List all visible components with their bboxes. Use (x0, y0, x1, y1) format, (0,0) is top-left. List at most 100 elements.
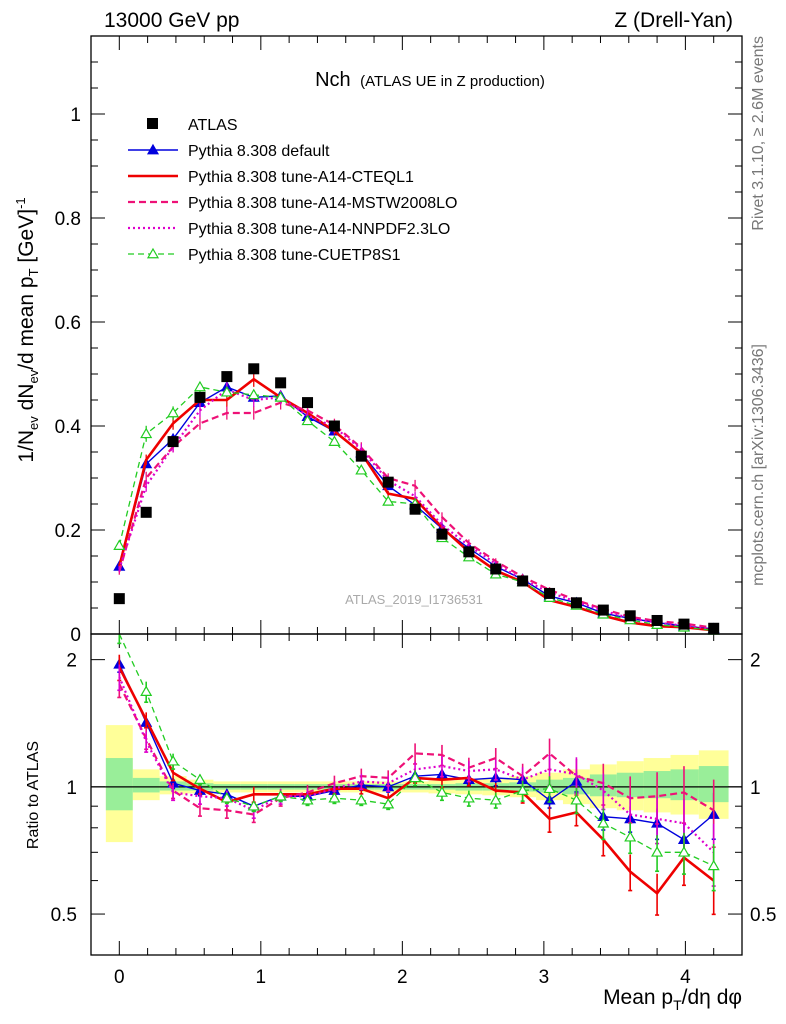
series-4-ratio-point (543, 782, 556, 794)
series-4-ratio-point (677, 846, 691, 857)
ratio-tick-label-left: 2 (66, 651, 77, 672)
series-4-ratio-line (118, 633, 714, 867)
series-4-ratio-point (382, 797, 395, 809)
atlas-data-point (678, 618, 690, 630)
plot-title-main: Nch (315, 69, 351, 91)
y-tick-label: 1 (70, 105, 81, 126)
x-label-c: /dη dφ (682, 986, 742, 1009)
legend-label: Pythia 8.308 default (188, 143, 330, 160)
atlas-data-point (248, 363, 260, 375)
legend-label: Pythia 8.308 tune-A14-MSTW2008LO (188, 195, 457, 212)
watermark: ATLAS_2019_I1736531 (345, 592, 483, 607)
atlas-data-point (490, 563, 502, 575)
y-label-c: dN (15, 384, 38, 417)
x-label-b: T (673, 997, 682, 1013)
series-4-point (355, 463, 368, 475)
legend-label: Pythia 8.308 tune-CUETP8S1 (188, 247, 401, 264)
series-0-ratio-line (118, 664, 715, 841)
x-tick-label: 2 (397, 967, 408, 988)
atlas-data-point (597, 604, 609, 616)
atlas-data-point (355, 450, 367, 462)
x-tick-label: 3 (539, 967, 550, 988)
ratio-tick-label-right: 0.5 (750, 905, 776, 926)
series-4-ratio-point (328, 791, 341, 803)
series-4-ratio-point (193, 773, 207, 785)
series-3-line (118, 388, 714, 631)
y-tick-label: 0.2 (55, 521, 81, 542)
atlas-data-point (570, 597, 582, 609)
atlas-data-point (167, 436, 179, 448)
atlas-data-point (194, 391, 206, 403)
y-label-a: 1/N (15, 430, 38, 463)
series-2-ratio-line (118, 683, 715, 816)
legend-swatch (147, 118, 158, 129)
legend-label: ATLAS (188, 117, 238, 134)
series-4-ratio-point (247, 799, 260, 811)
series-4-ratio-point (167, 754, 180, 766)
series-4-point (220, 385, 233, 397)
atlas-data-point (328, 420, 340, 432)
band-inner-0 (105, 758, 133, 811)
plot-frames (90, 35, 743, 956)
header-right: Z (Drell-Yan) (614, 9, 733, 32)
legend-item-3: Pythia 8.308 tune-A14-MSTW2008LO (128, 195, 457, 212)
legend-label: Pythia 8.308 tune-A14-NNPDF2.3LO (188, 221, 450, 238)
y-tick-label: 0.6 (55, 313, 81, 334)
series-layer (113, 371, 720, 916)
series-4-ratio-point (140, 685, 153, 696)
series-4-point (167, 406, 180, 418)
y-tick-label: 0.8 (55, 209, 81, 230)
axes-ticks: 0 1 2 3 4 0 0.2 0.4 0.6 0.8 1 0.5 0.5 1 1 2 2 (51, 36, 776, 988)
y-label-b: ev (26, 416, 41, 430)
atlas-data-point (275, 377, 287, 389)
x-tick-label: 1 (256, 967, 267, 988)
legend-label: Pythia 8.308 tune-A14-CTEQL1 (188, 169, 414, 186)
y-tick-label: 0 (70, 625, 81, 646)
header-left: 13000 GeV pp (104, 9, 239, 32)
series-4-ratio-point (597, 817, 610, 828)
side-note-bottom: mcplots.cern.ch [arXiv:1306.3436] (750, 344, 767, 586)
band-inner-1 (132, 777, 160, 793)
legend-item-1: Pythia 8.308 default (128, 143, 330, 160)
legend-marker (146, 143, 160, 155)
atlas-data-point (544, 587, 556, 599)
atlas-data-point (113, 593, 125, 605)
series-4-ratio-point (274, 790, 287, 801)
legend-item-4: Pythia 8.308 tune-A14-NNPDF2.3LO (128, 221, 450, 238)
series-4-point (301, 414, 314, 426)
y-label-d: ev (26, 369, 41, 383)
ratio-tick-label-left: 0.5 (51, 905, 77, 926)
series-4-ratio-point (707, 859, 720, 871)
y-axis-label: 1/Nev dNev/d mean pT [GeV]-1 (13, 197, 41, 462)
series-4-point (113, 539, 126, 550)
series-4-ratio-point (355, 793, 368, 805)
series-4-ratio-point (516, 784, 529, 795)
series-4-point (140, 427, 153, 439)
y-label-e: /d mean p (15, 276, 38, 369)
atlas-data-point (517, 575, 529, 587)
legend-marker (146, 247, 160, 259)
atlas-data-point (382, 476, 394, 488)
series-4-point (274, 391, 287, 402)
series-4-ratio-point (301, 793, 314, 805)
legend-item-0: ATLAS (147, 117, 238, 134)
plot-title-sub: (ATLAS UE in Z production) (360, 73, 545, 90)
atlas-data-point (409, 503, 421, 515)
atlas-data-point (708, 622, 720, 634)
ratio-tick-label-right: 1 (750, 778, 761, 799)
series-4-ratio-point (220, 791, 233, 803)
series-4-ratio-point (409, 771, 422, 783)
y-label-h: -1 (13, 197, 28, 209)
ratio-y-axis-label: Ratio to ATLAS (25, 741, 42, 849)
data-layer (113, 363, 720, 634)
atlas-data-point (463, 546, 475, 558)
x-label-a: Mean p (603, 986, 673, 1009)
y-label-f: T (26, 268, 41, 276)
ratio-tick-label-right: 2 (750, 651, 761, 672)
ratio-tick-label-left: 1 (66, 778, 77, 799)
x-tick-label: 0 (114, 967, 125, 988)
atlas-data-point (651, 614, 663, 626)
atlas-data-point (436, 528, 448, 540)
x-axis-label: Mean pT/dη dφ (603, 986, 742, 1013)
